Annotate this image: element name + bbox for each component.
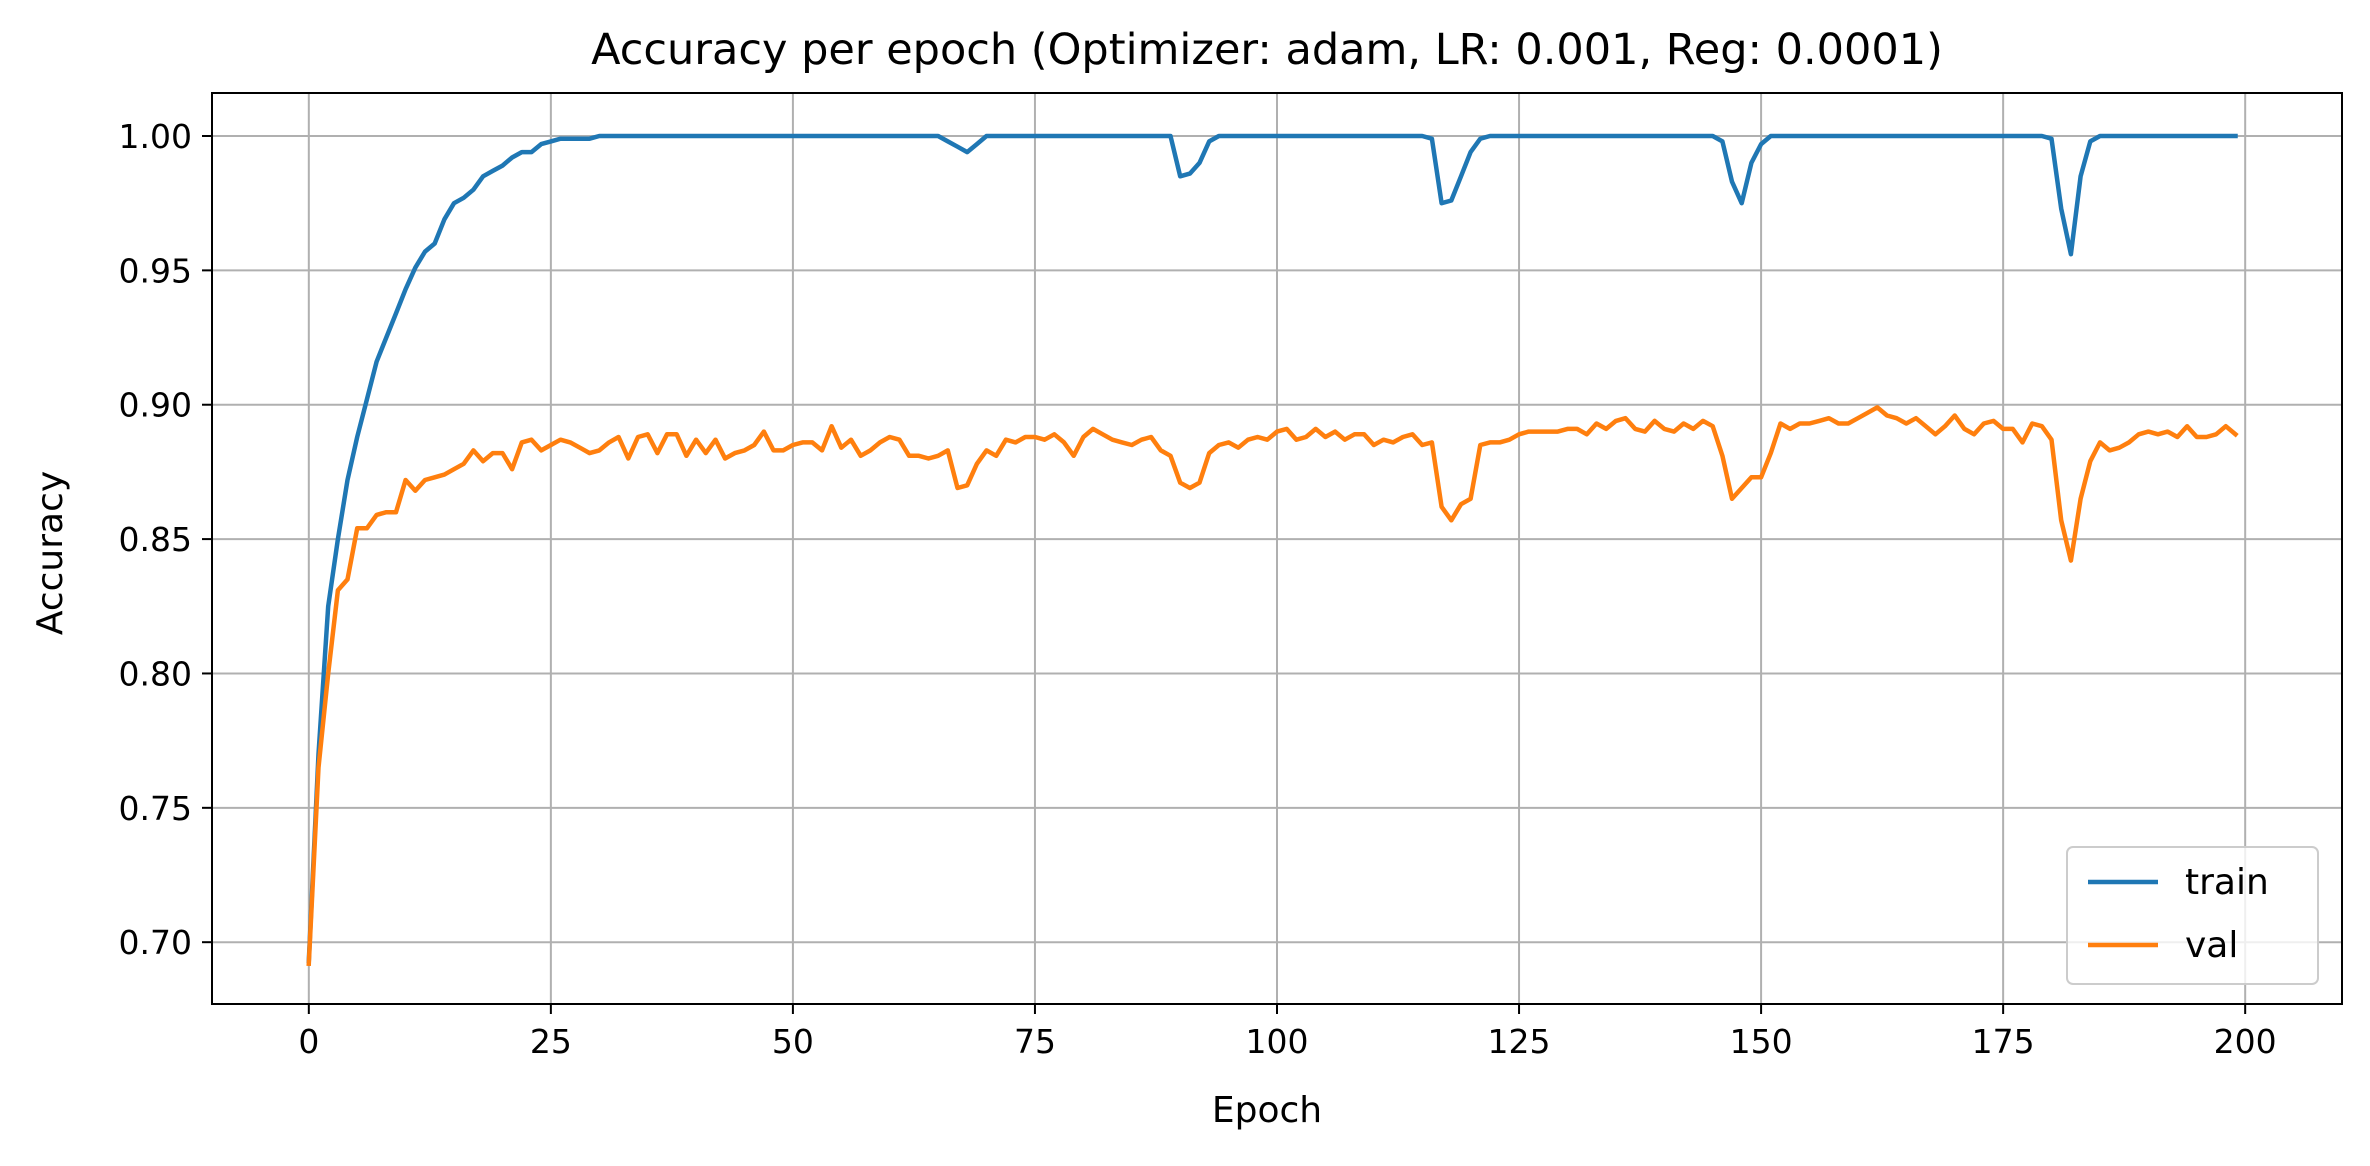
x-tick-label: 125 [1488,1022,1551,1061]
x-tick-label: 200 [2214,1022,2277,1061]
legend-label-val: val [2185,925,2238,966]
y-axis-label: Accuracy [30,471,71,635]
x-tick-label: 25 [530,1022,572,1061]
y-tick-label: 0.85 [119,520,192,559]
x-tick-label: 0 [298,1022,319,1061]
series-line-val [306,405,2239,967]
grid [212,93,2342,1004]
series-line-train [306,133,2238,964]
chart-title: Accuracy per epoch (Optimizer: adam, LR:… [591,25,1943,75]
x-tick-label: 100 [1246,1022,1309,1061]
x-tick-label: 50 [772,1022,814,1061]
y-tick-label: 0.90 [119,386,192,425]
x-axis-label: Epoch [1212,1090,1322,1131]
x-tick-label: 150 [1730,1022,1793,1061]
x-tick-label: 175 [1972,1022,2035,1061]
y-tick-label: 1.00 [119,117,192,156]
y-tick-label: 0.95 [119,251,192,290]
y-tick-label: 0.70 [119,923,192,962]
legend: train val [2066,846,2319,985]
axis-ticks: 0 25 50 75 100 125 150 175 200 0.70 0.75 0.80 0.85 0.… [119,117,2277,1061]
x-tick-label: 75 [1014,1022,1056,1061]
y-tick-label: 0.80 [119,654,192,693]
series-lines [306,133,2239,967]
legend-label-train: train [2185,862,2269,903]
y-tick-label: 0.75 [119,789,192,828]
